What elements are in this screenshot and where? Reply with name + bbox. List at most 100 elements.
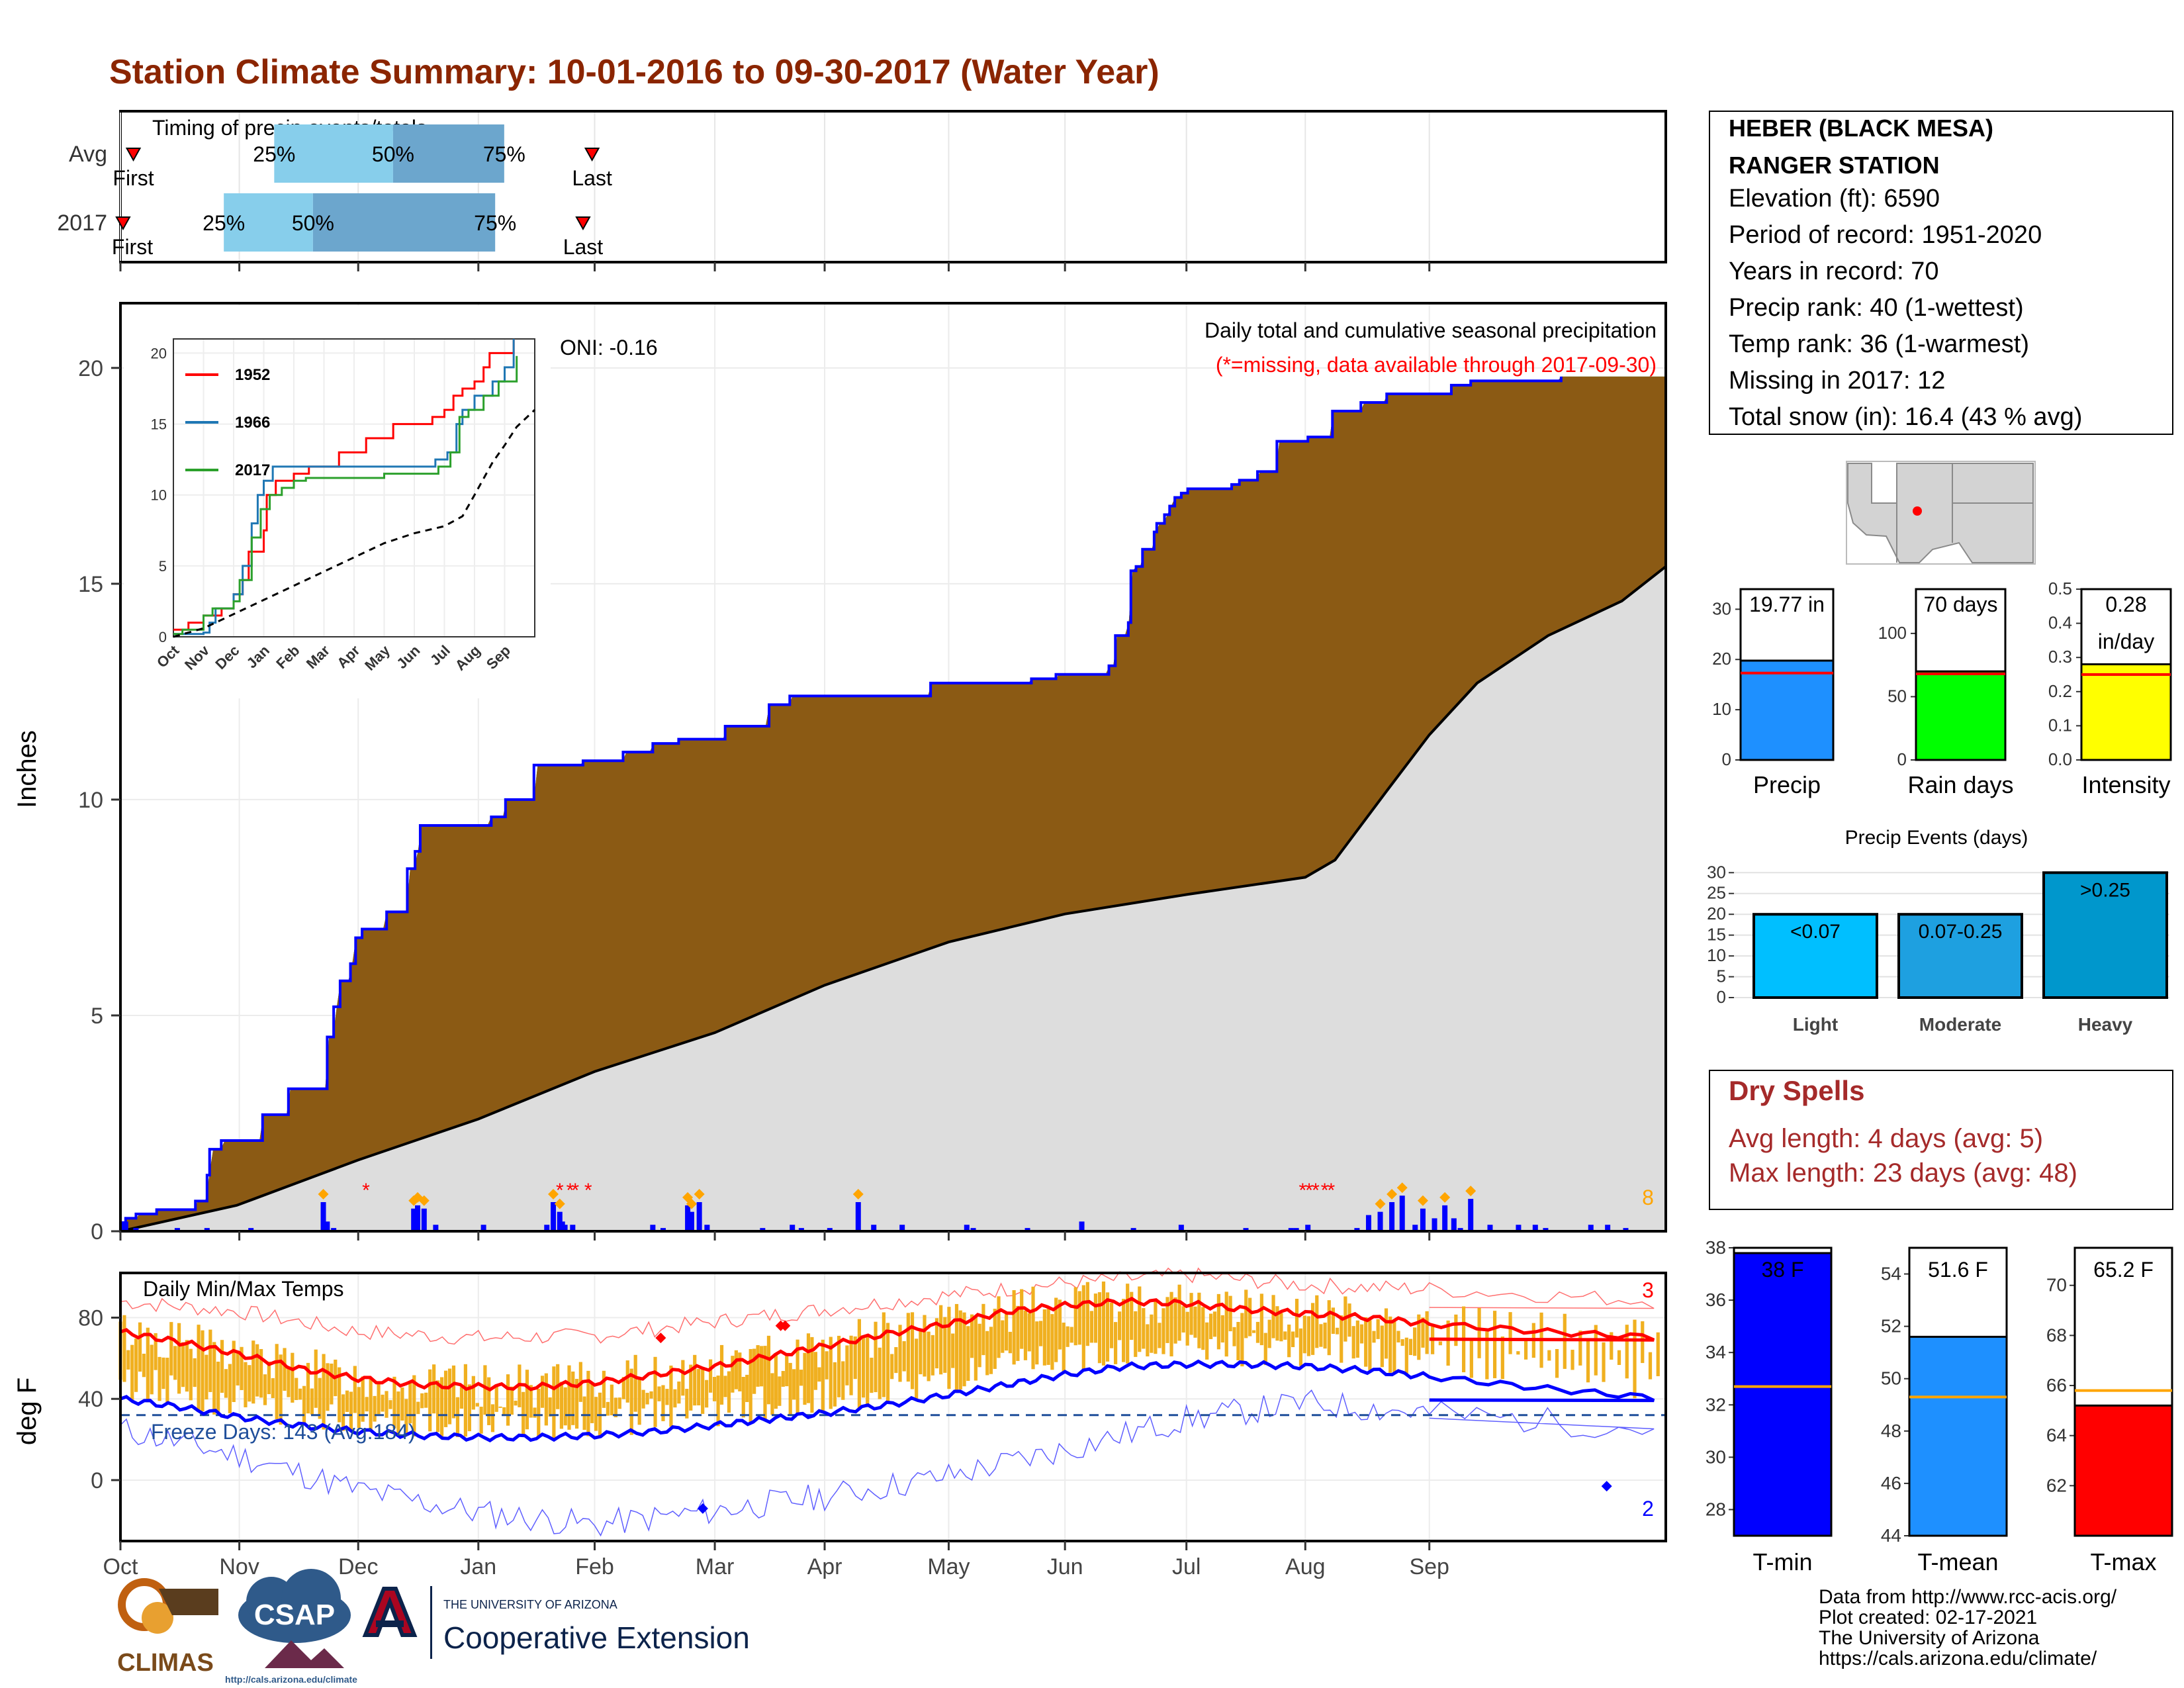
events-bar-label: 0.07-0.25 bbox=[1919, 921, 2003, 943]
daily-temp-bar bbox=[1315, 1295, 1319, 1348]
daily-temp-bar bbox=[1547, 1350, 1551, 1361]
month-label: May bbox=[927, 1554, 970, 1579]
daily-temp-bar bbox=[874, 1321, 878, 1393]
daily-temp-bar bbox=[796, 1339, 799, 1413]
daily-temp-bar bbox=[1154, 1299, 1158, 1354]
daily-temp-bar bbox=[1347, 1303, 1351, 1337]
daily-temp-bar bbox=[314, 1349, 318, 1408]
missing-day-marker: * bbox=[1321, 1180, 1329, 1201]
daily-temp-bar bbox=[240, 1346, 244, 1390]
daily-temp-bar bbox=[138, 1322, 142, 1372]
inset-ytick-label: 20 bbox=[151, 345, 167, 361]
daily-precip-bar bbox=[1432, 1218, 1437, 1231]
footer: Data from http://www.rcc-acis.org/Plot c… bbox=[117, 1569, 2117, 1685]
daily-temp-bar bbox=[817, 1367, 821, 1382]
daily-temp-bar bbox=[201, 1330, 205, 1412]
daily-temp-bar bbox=[586, 1370, 590, 1436]
daily-temp-bar bbox=[594, 1397, 598, 1431]
daily-temp-bar bbox=[1054, 1297, 1058, 1362]
daily-temp-bar bbox=[778, 1376, 782, 1406]
daily-temp-bar bbox=[318, 1378, 322, 1419]
daily-temp-bar bbox=[1001, 1320, 1005, 1353]
daily-precip-bar bbox=[1532, 1225, 1538, 1231]
daily-temp-bar bbox=[781, 1371, 785, 1387]
precip-subtitle: Daily total and cumulative seasonal prec… bbox=[1205, 318, 1657, 342]
daily-temp-bar bbox=[263, 1374, 267, 1405]
daily-temp-bar bbox=[197, 1325, 201, 1412]
timing-pct-label: 50% bbox=[292, 211, 334, 235]
daily-temp-bar bbox=[669, 1365, 673, 1427]
daily-temp-bar bbox=[326, 1363, 330, 1411]
daily-temp-bar bbox=[1130, 1291, 1134, 1340]
tempbar-ytick-label: 62 bbox=[2046, 1475, 2067, 1495]
dry-spells-box: Dry Spells Avg length: 4 days (avg: 5) M… bbox=[1709, 1070, 2173, 1210]
daily-temp-bar bbox=[813, 1352, 817, 1390]
daily-temp-bar bbox=[1008, 1331, 1012, 1354]
daily-temp-bar bbox=[279, 1354, 283, 1425]
daily-precip-bar bbox=[551, 1201, 557, 1231]
daily-temp-bar bbox=[1602, 1342, 1606, 1382]
daily-temp-bar bbox=[1438, 1341, 1442, 1346]
daily-temp-bar bbox=[130, 1344, 134, 1401]
daily-temp-bar bbox=[1368, 1320, 1372, 1370]
tempbar-ytick-label: 28 bbox=[1706, 1499, 1726, 1519]
footer-credits: Data from http://www.rcc-acis.org/Plot c… bbox=[1819, 1586, 2117, 1669]
temp-ytick-label: 80 bbox=[78, 1306, 103, 1331]
daily-temp-bar bbox=[388, 1400, 392, 1409]
events-ytick-label: 15 bbox=[1707, 925, 1726, 945]
daily-temp-bar bbox=[1138, 1286, 1142, 1352]
timing-panel: Timing of precip events/totals Avg25%50%… bbox=[57, 110, 1667, 263]
daily-temp-bar bbox=[981, 1303, 985, 1356]
daily-temp-bar bbox=[341, 1394, 345, 1431]
daily-temp-bar bbox=[373, 1395, 377, 1422]
heavy-event-marker bbox=[852, 1188, 864, 1199]
daily-temp-bar bbox=[1118, 1311, 1122, 1340]
tempbar-value-label: 65.2 F bbox=[2093, 1258, 2154, 1282]
daily-temp-bar bbox=[878, 1347, 882, 1399]
daily-temp-bar bbox=[785, 1356, 789, 1387]
daily-temp-bar bbox=[165, 1358, 169, 1405]
daily-temp-bar bbox=[701, 1368, 705, 1414]
daily-temp-bar bbox=[1384, 1308, 1388, 1359]
daily-temp-bar bbox=[902, 1341, 906, 1372]
daily-temp-bar bbox=[537, 1388, 541, 1438]
csap-logo: CSAP http://cals.arizona.edu/climate bbox=[225, 1569, 357, 1685]
daily-temp-bar bbox=[898, 1325, 902, 1382]
daily-temp-bar bbox=[1477, 1307, 1481, 1358]
daily-temp-bar bbox=[463, 1364, 467, 1437]
daily-temp-bar bbox=[232, 1340, 236, 1403]
daily-temp-bar bbox=[727, 1371, 731, 1413]
daily-precip-bar bbox=[1243, 1228, 1249, 1231]
daily-temp-bar bbox=[559, 1382, 564, 1429]
tempbar-value-label: 51.6 F bbox=[1928, 1258, 1988, 1282]
temp-bars: 28 30 32 34 36 38 38 F T-min 44 46 48 50 52 54 51.6 F T… bbox=[1706, 1237, 2173, 1575]
daily-precip-bar bbox=[1178, 1225, 1184, 1231]
timing-first-label: First bbox=[113, 166, 154, 190]
daily-temp-bar bbox=[806, 1333, 811, 1403]
summary-value-label: 0.28 bbox=[2105, 592, 2146, 616]
daily-temp-bar bbox=[1331, 1307, 1336, 1335]
daily-temp-bar bbox=[361, 1376, 365, 1422]
daily-temp-bar bbox=[681, 1360, 685, 1396]
daily-temp-bar bbox=[1220, 1315, 1224, 1343]
tempbar-ytick-label: 70 bbox=[2046, 1275, 2067, 1295]
daily-temp-bar bbox=[1524, 1340, 1528, 1360]
daily-temp-bar bbox=[443, 1370, 448, 1427]
daily-temp-bar bbox=[1255, 1321, 1260, 1343]
timing-last-marker bbox=[575, 216, 591, 231]
daily-temp-bar bbox=[377, 1383, 381, 1415]
inset-legend-label: 2017 bbox=[235, 461, 270, 479]
daily-temp-bar bbox=[1236, 1322, 1240, 1360]
daily-temp-bar bbox=[259, 1348, 263, 1398]
daily-temp-bar bbox=[1469, 1340, 1473, 1378]
missing-day-marker: * bbox=[571, 1180, 579, 1201]
daily-temp-bar bbox=[1295, 1299, 1299, 1338]
daily-temp-bar bbox=[224, 1369, 228, 1398]
summary-bar-precip bbox=[1739, 659, 1835, 761]
timing-bar-q25-q50 bbox=[274, 124, 393, 183]
daily-temp-bar bbox=[966, 1326, 970, 1382]
daily-precip-bar bbox=[433, 1225, 439, 1231]
daily-precip-bar bbox=[855, 1201, 861, 1231]
daily-temp-bar bbox=[723, 1376, 727, 1397]
footer-line: Data from http://www.rcc-acis.org/ bbox=[1819, 1586, 2117, 1608]
